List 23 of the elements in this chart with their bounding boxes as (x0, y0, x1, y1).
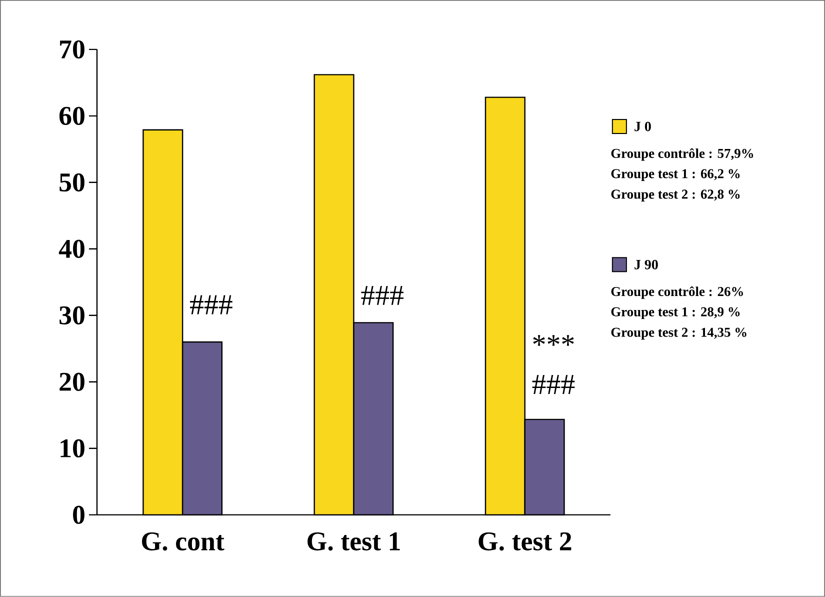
text: Groupe test 1 : 66,2 % (611, 169, 740, 182)
text: Groupe contrôle : 26% (611, 286, 743, 299)
annotation: ### (190, 295, 232, 314)
text: Groupe test 2 : 14,35 % (611, 328, 746, 340)
x-tick-label: G. test 1 (308, 532, 400, 551)
y-tick-label: 40 (58, 240, 84, 258)
annotation: ### (361, 286, 404, 305)
y-tick-label: 0 (73, 506, 84, 524)
legend-label: J 0 (634, 122, 651, 132)
text: Groupe test 2 : 62,8 % (611, 190, 740, 202)
y-tick-label: 50 (60, 173, 84, 192)
text: Groupe contrôle : 57,9% (611, 148, 754, 161)
y-tick-label: 70 (60, 40, 84, 59)
annotation: *** (533, 335, 574, 346)
text: Groupe test 1 : 28,9 % (611, 307, 740, 320)
y-tick-label: 30 (60, 306, 84, 325)
x-tick-label: G. cont (142, 532, 224, 551)
y-tick-label: 10 (60, 439, 84, 458)
legend-label: J 90 (634, 260, 658, 270)
x-tick-label: G. test 2 (478, 532, 572, 551)
annotation: ### (532, 375, 575, 394)
y-tick-label: 20 (60, 372, 84, 392)
y-tick-label: 60 (59, 106, 84, 126)
